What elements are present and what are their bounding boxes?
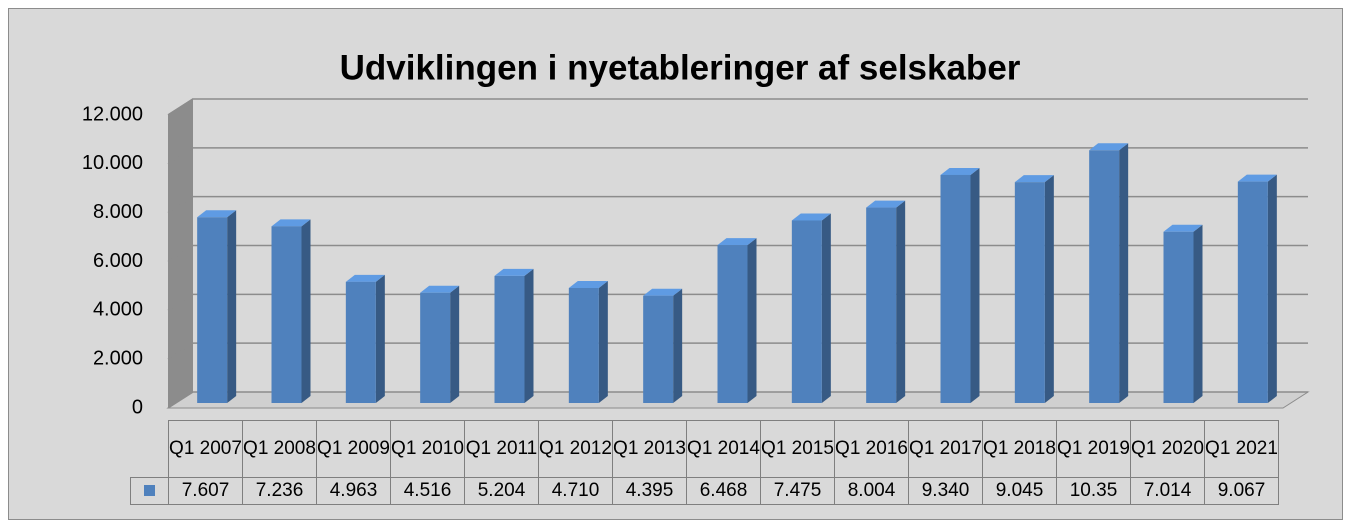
data-label: 4.963 [316,477,391,505]
y-tick-label: 8.000 [93,201,143,223]
bar-side [1119,143,1129,403]
grid-line [167,244,1308,263]
bar-top [345,274,385,282]
bar [420,292,451,403]
x-tick-label: Q1 2018 [982,420,1057,478]
bar [1014,182,1045,403]
bar [197,217,228,403]
bar-side [896,200,906,403]
grid-line [167,391,1308,409]
bar-top [568,280,608,288]
bar [271,226,302,403]
bar-top [271,219,311,227]
bar-side [301,219,311,403]
grid-line [167,195,1308,214]
data-label: 8.004 [834,477,909,505]
bar [791,220,822,403]
y-tick-label: 12.000 [82,103,143,125]
data-label: 4.710 [538,477,613,505]
bar-top [1163,224,1203,232]
grid-line [167,147,1308,165]
bar [866,207,897,403]
legend-key [144,485,155,496]
bar-top [717,238,757,246]
bar [940,174,971,403]
bar [345,281,376,403]
bar-side [747,238,757,403]
bar-top [1089,143,1129,151]
bar [568,287,599,403]
data-label: 9.340 [908,477,983,505]
x-tick-label: Q1 2010 [390,420,465,478]
grid-line [167,342,1308,360]
x-tick-label: Q1 2021 [1204,420,1279,478]
grid-line [167,293,1308,311]
x-tick-label: Q1 2020 [1130,420,1205,478]
x-tick-label: Q1 2019 [1056,420,1131,478]
bar [1237,181,1268,403]
bar-side [970,167,980,403]
data-table: Q1 2007 Q1 2008 Q1 2009 Q1 2010 Q1 2011 Q1 20… [130,420,1279,505]
bar-side [227,210,237,403]
bar-side [1267,174,1277,403]
chart-title: Udviklingen i nyetableringer af selskabe… [340,48,1021,87]
y-tick-label: 2.000 [93,347,143,369]
bar-side [673,288,683,403]
bar [1089,150,1120,403]
bar-side [1193,224,1203,403]
x-tick-label: Q1 2007 [168,420,243,478]
bar [643,295,674,403]
y-tick-label: 10.000 [82,152,143,174]
bar-top [197,210,237,218]
bar-top [866,200,906,208]
bar-side [821,213,831,403]
bar-top [420,285,460,293]
x-tick-label: Q1 2016 [834,420,909,478]
data-label: 10.35 [1056,477,1131,505]
data-label: 7.607 [168,477,243,505]
data-label: 6.468 [686,477,761,505]
bar-top [1014,175,1054,183]
y-tick-label: 4.000 [93,299,143,321]
bar-side [1044,175,1054,403]
data-label: 7.475 [760,477,835,505]
bar [494,275,525,403]
bar-top [494,268,534,276]
grid-line [167,98,1308,116]
data-label: 9.045 [982,477,1057,505]
data-label: 9.067 [1204,477,1279,505]
bar-side [375,274,385,403]
data-label: 7.236 [242,477,317,505]
x-tick-label: Q1 2017 [908,420,983,478]
bar [1163,231,1194,403]
bar-top [643,288,683,296]
data-label: 5.204 [464,477,539,505]
y-tick-label: 0 [132,396,143,418]
x-tick-label: Q1 2013 [612,420,687,478]
x-tick-label: Q1 2009 [316,420,391,478]
bar-side [598,280,608,403]
y-tick-label: 6.000 [93,250,143,272]
bar-top [1237,174,1277,182]
data-label: 4.395 [612,477,687,505]
x-tick-label: Q1 2014 [686,420,761,478]
x-tick-label: Q1 2015 [760,420,835,478]
data-label: 7.014 [1130,477,1205,505]
x-tick-label: Q1 2008 [242,420,317,478]
bar-top [940,167,980,175]
x-tick-label: Q1 2012 [538,420,613,478]
bar-side [450,285,460,403]
x-tick-label: Q1 2011 [464,420,539,478]
data-label: 4.516 [390,477,465,505]
bar [717,245,748,403]
bar-top [791,213,831,221]
bar-side [524,268,534,403]
